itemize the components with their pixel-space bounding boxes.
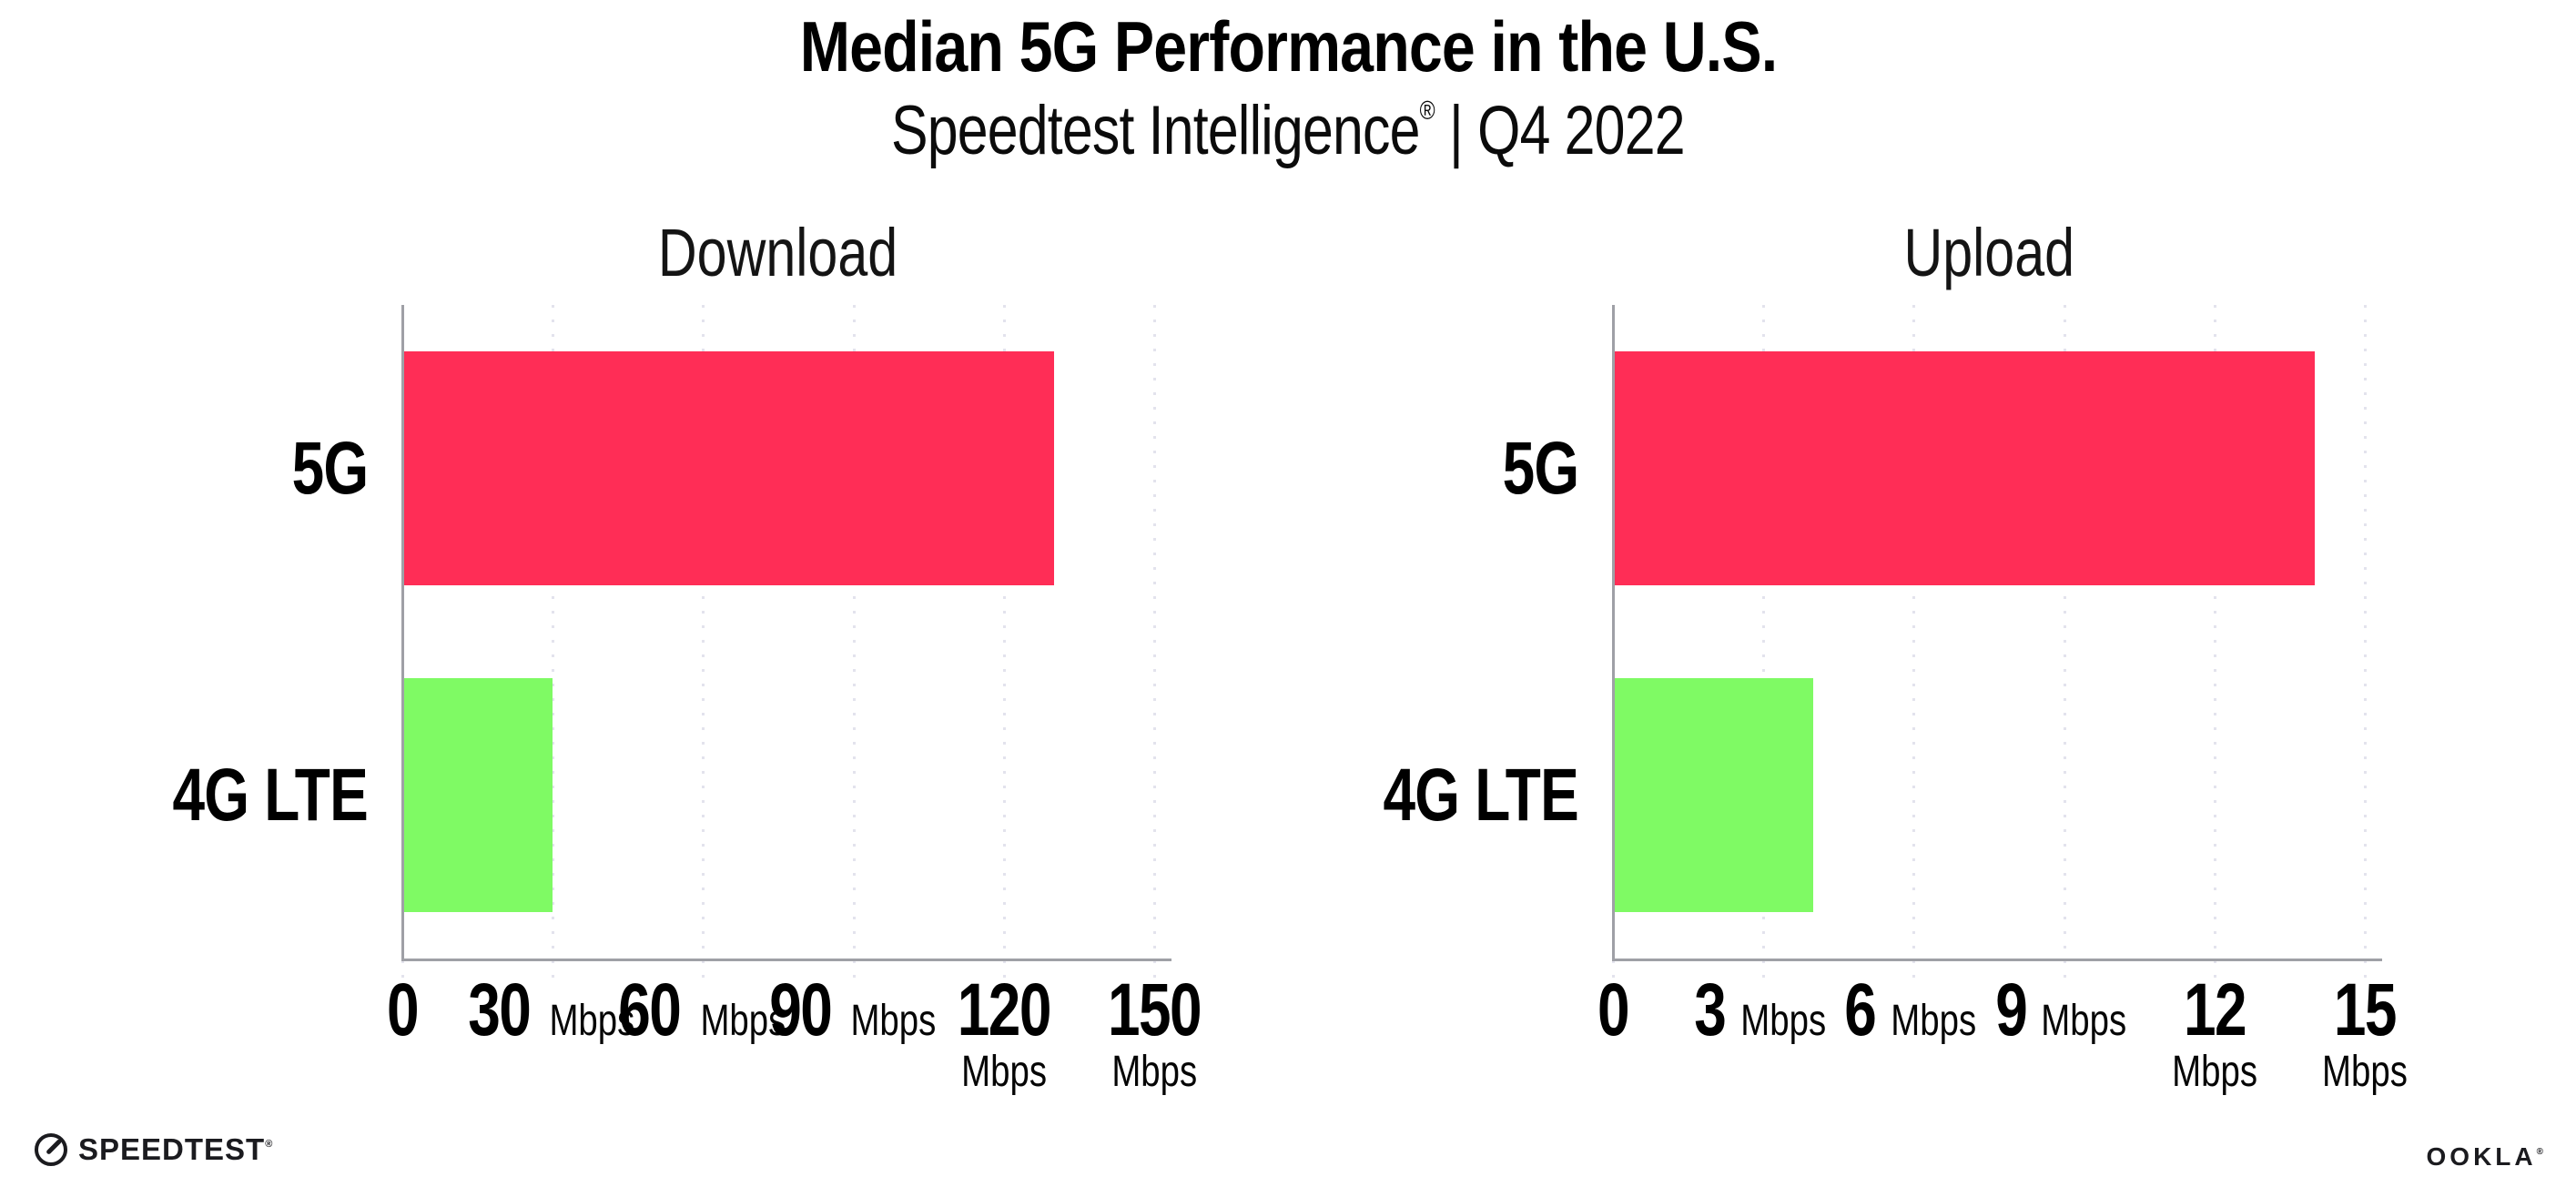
gridline-12: [2213, 305, 2216, 982]
x-tick-15: 15Mbps: [2311, 969, 2418, 1096]
x-tick-value: 12: [2183, 969, 2247, 1051]
x-tick-unit: Mbps: [2041, 997, 2127, 1045]
category-label-4g-lte: 4G LTE: [1383, 753, 1579, 837]
upload-x-axis-line: [1612, 959, 2382, 961]
upload-plot-area: 5G 4G LTE: [1384, 305, 2382, 982]
ookla-wordmark-text: OOKLA: [2426, 1142, 2537, 1171]
page-title: Median 5G Performance in the U.S.: [0, 5, 2576, 88]
gridline-60: [702, 305, 705, 982]
ookla-logo: OOKLA®: [2427, 1142, 2543, 1172]
page-subtitle-text: Speedtest Intelligence® | Q4 2022: [891, 91, 1686, 170]
upload-chart: Upload 5G 4G LTE 0 3 Mbps 6 Mbps 9 Mbps 12Mbps 15…: [1384, 209, 2408, 1131]
registered-mark: ®: [1419, 96, 1435, 126]
bar-4g-lte: [402, 678, 553, 912]
gridline-90: [852, 305, 856, 982]
speedtest-wordmark-text: SPEEDTEST: [78, 1132, 266, 1166]
gridline-6: [1912, 305, 1916, 982]
x-tick-9: 9 Mbps: [1991, 969, 2137, 1051]
x-tick-value: 60: [618, 969, 683, 1051]
x-tick-value: 0: [1597, 969, 1630, 1051]
category-label-5g: 5G: [1502, 426, 1579, 510]
x-tick-value: 150: [1107, 969, 1202, 1051]
gridline-150: [1153, 305, 1156, 982]
x-tick-unit: Mbps: [1111, 1048, 1197, 1096]
x-tick-60: 60 Mbps: [610, 969, 796, 1051]
page-title-text: Median 5G Performance in the U.S.: [799, 6, 1777, 86]
speedtest-registered-mark: ®: [265, 1139, 273, 1150]
bar-5g: [1613, 351, 2315, 585]
x-tick-unit: Mbps: [549, 997, 635, 1045]
category-label-5g: 5G: [291, 426, 369, 510]
x-tick-0: 0: [1593, 969, 1633, 1051]
subtitle-brand: Speedtest Intelligence: [891, 92, 1420, 169]
x-tick-unit: Mbps: [1891, 997, 1977, 1045]
speedtest-logo: SPEEDTEST®: [33, 1131, 272, 1168]
gridline-120: [1002, 305, 1006, 982]
x-tick-12: 12Mbps: [2139, 969, 2289, 1096]
gridline-30: [552, 305, 555, 982]
download-x-axis-line: [401, 959, 1171, 961]
x-tick-value: 0: [386, 969, 420, 1051]
download-y-axis-line: [401, 305, 404, 959]
download-chart-title: Download: [402, 209, 1154, 305]
download-chart: Download 5G 4G LTE 0 30 Mbps 60 Mbps 90 Mbps 120…: [173, 209, 1202, 1131]
download-x-axis-ticks: 0 30 Mbps 60 Mbps 90 Mbps 120Mbps 150Mbps: [387, 969, 1202, 1131]
gridline-3: [1762, 305, 1766, 982]
x-tick-unit: Mbps: [960, 1048, 1047, 1096]
x-tick-value: 90: [768, 969, 833, 1051]
x-tick-unit: Mbps: [700, 997, 786, 1045]
x-tick-unit: Mbps: [1740, 997, 1826, 1045]
x-tick-value: 120: [957, 969, 1052, 1051]
download-plot-area: 5G 4G LTE: [173, 305, 1171, 982]
x-tick-value: 15: [2333, 969, 2398, 1051]
bar-5g: [402, 351, 1054, 585]
x-tick-value: 6: [1844, 969, 1878, 1051]
x-tick-0: 0: [382, 969, 422, 1051]
speedtest-wordmark: SPEEDTEST®: [78, 1132, 272, 1167]
speedtest-gauge-icon: [33, 1131, 69, 1168]
x-tick-150: 150Mbps: [1095, 969, 1214, 1096]
x-tick-unit: Mbps: [850, 997, 937, 1045]
page-subtitle: Speedtest Intelligence® | Q4 2022: [0, 91, 2576, 170]
x-tick-6: 6 Mbps: [1841, 969, 1987, 1051]
x-tick-value: 3: [1694, 969, 1727, 1051]
gridline-9: [2063, 305, 2066, 982]
x-tick-value: 30: [468, 969, 532, 1051]
x-tick-unit: Mbps: [2171, 1048, 2257, 1096]
upload-chart-title-text: Upload: [1903, 215, 2074, 290]
download-chart-title-text: Download: [658, 215, 898, 290]
x-tick-30: 30 Mbps: [460, 969, 646, 1051]
x-tick-90: 90 Mbps: [760, 969, 947, 1051]
upload-x-axis-ticks: 0 3 Mbps 6 Mbps 9 Mbps 12Mbps 15Mbps: [1597, 969, 2408, 1131]
gridline-15: [2364, 305, 2367, 982]
upload-chart-title: Upload: [1613, 209, 2365, 305]
x-tick-3: 3 Mbps: [1690, 969, 1837, 1051]
x-tick-unit: Mbps: [2322, 1048, 2408, 1096]
ookla-registered-mark: ®: [2536, 1147, 2543, 1157]
subtitle-period: | Q4 2022: [1435, 92, 1686, 169]
bar-4g-lte: [1613, 678, 1814, 912]
x-tick-value: 9: [1994, 969, 2028, 1051]
category-label-4g-lte: 4G LTE: [172, 753, 369, 837]
upload-y-axis-line: [1612, 305, 1615, 959]
x-tick-120: 120Mbps: [928, 969, 1079, 1096]
